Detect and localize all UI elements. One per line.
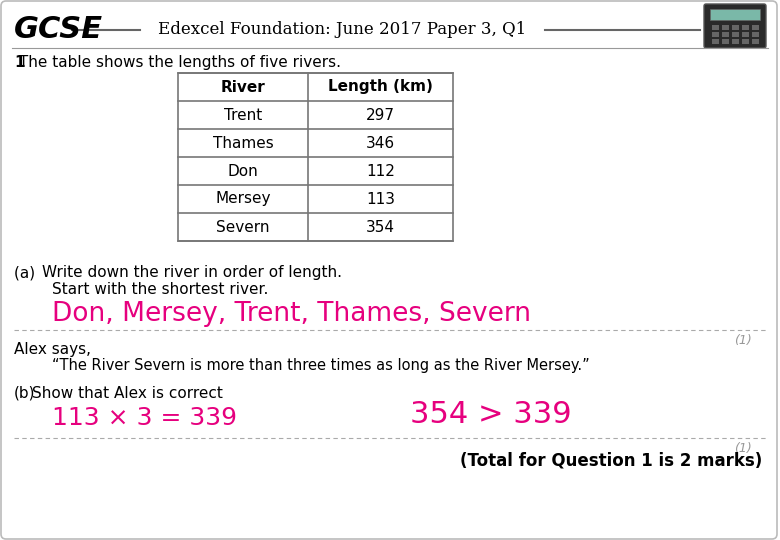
Text: 297: 297 [366,107,395,123]
Bar [722,39,729,44]
Text: Show that Alex is correct: Show that Alex is correct [32,386,223,401]
Text: GCSE: GCSE [14,16,103,44]
Text: Write down the river in order of length.: Write down the river in order of length. [42,265,342,280]
Bar [752,39,759,44]
Text: “The River Severn is more than three times as long as the River Mersey.”: “The River Severn is more than three tim… [52,358,590,373]
Text: Alex says,: Alex says, [14,342,91,357]
Bar [178,73,453,241]
Text: 112: 112 [366,164,395,179]
Text: Don, Mersey, Trent, Thames, Severn: Don, Mersey, Trent, Thames, Severn [52,301,531,327]
Bar [722,32,729,37]
Bar [732,32,739,37]
Bar [742,25,749,30]
Text: The table shows the lengths of five rivers.: The table shows the lengths of five rive… [14,55,341,70]
Text: 113 × 3 = 339: 113 × 3 = 339 [52,406,237,430]
Bar [732,39,739,44]
Text: 1: 1 [14,55,24,70]
Text: Trent: Trent [224,107,262,123]
Text: Mersey: Mersey [215,192,271,206]
Text: (1): (1) [734,334,752,347]
Text: Length (km): Length (km) [328,79,433,94]
Text: (a): (a) [14,265,45,280]
Text: Edexcel Foundation: June 2017 Paper 3, Q1: Edexcel Foundation: June 2017 Paper 3, Q… [158,22,526,38]
Text: Thames: Thames [213,136,273,151]
Bar [712,25,719,30]
Bar [752,32,759,37]
Text: 354: 354 [366,219,395,234]
Text: 113: 113 [366,192,395,206]
Text: 346: 346 [366,136,395,151]
Bar [710,9,760,20]
Bar [712,32,719,37]
Text: (Total for Question 1 is 2 marks): (Total for Question 1 is 2 marks) [459,452,762,470]
Text: (1): (1) [734,442,752,455]
Bar [742,39,749,44]
Text: River: River [221,79,265,94]
Bar [732,25,739,30]
Bar [722,25,729,30]
Bar [742,32,749,37]
Bar [752,25,759,30]
Text: (b): (b) [14,386,36,401]
Text: Don: Don [228,164,258,179]
Text: 354 > 339: 354 > 339 [410,400,572,429]
Text: Severn: Severn [216,219,270,234]
Bar [712,39,719,44]
Text: Start with the shortest river.: Start with the shortest river. [52,282,268,297]
FancyBboxPatch shape [704,4,766,48]
